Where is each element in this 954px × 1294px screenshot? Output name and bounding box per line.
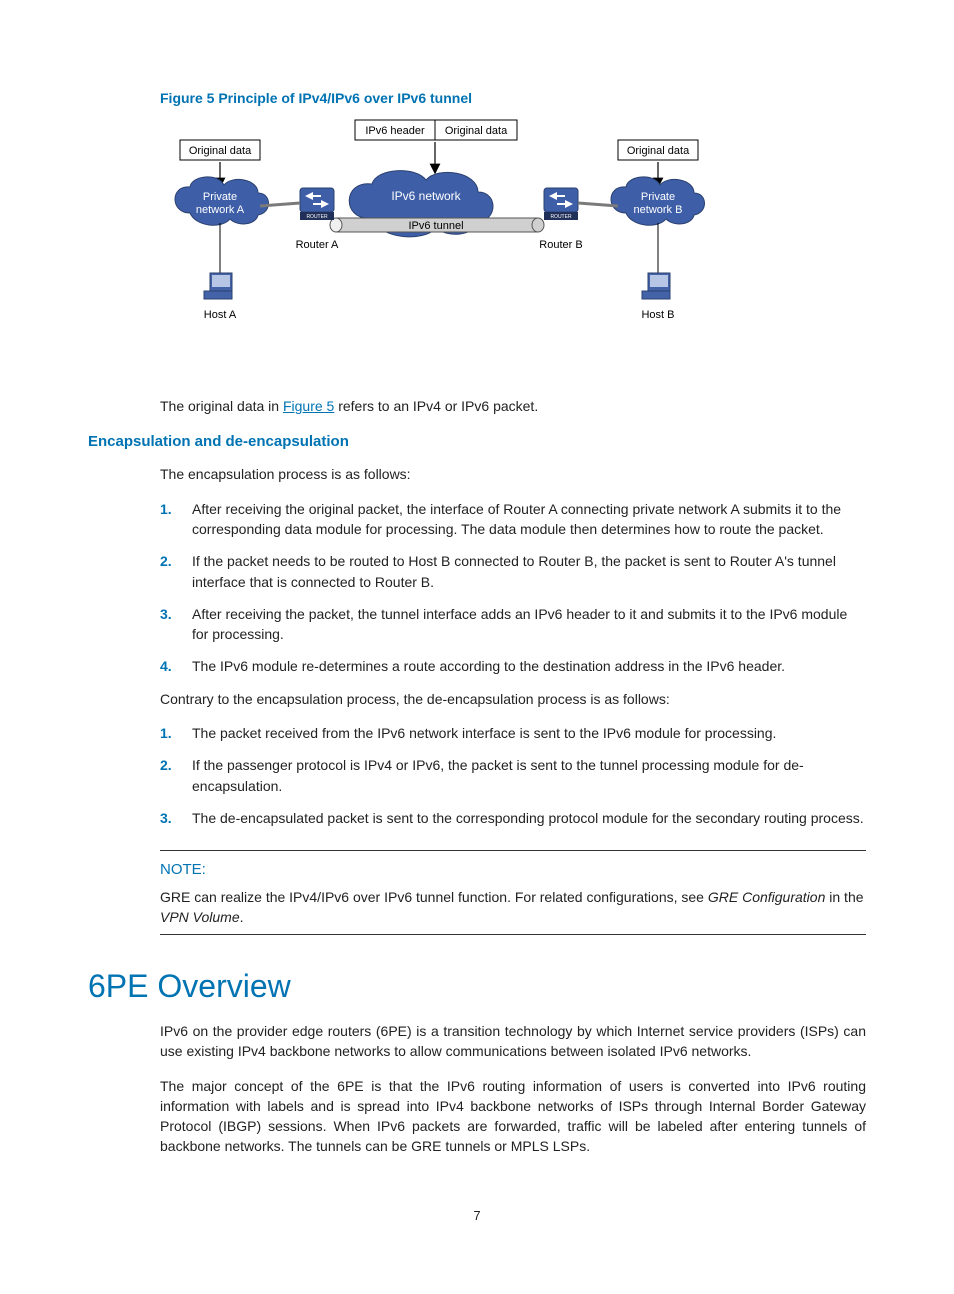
step-item: 2.If the packet needs to be routed to Ho…: [160, 551, 866, 592]
note-label: NOTE:: [160, 859, 866, 881]
figure-caption: Figure 5 Principle of IPv4/IPv6 over IPv…: [160, 88, 866, 108]
encap-intro: The encapsulation process is as follows:: [160, 464, 866, 484]
note-italic-2: VPN Volume: [160, 909, 240, 925]
svg-text:ROUTER: ROUTER: [550, 214, 572, 220]
note-text-after: .: [240, 909, 244, 925]
para-1: IPv6 on the provider edge routers (6PE) …: [160, 1021, 866, 1062]
svg-text:Router A: Router A: [296, 239, 339, 251]
svg-text:Original data: Original data: [189, 145, 252, 157]
step-item: 3.The de-encapsulated packet is sent to …: [160, 808, 866, 828]
note-text-before: GRE can realize the IPv4/IPv6 over IPv6 …: [160, 889, 708, 905]
note-text-mid: in the: [825, 889, 863, 905]
diagram-svg: Original data IPv6 header Original data …: [160, 118, 720, 368]
svg-text:network A: network A: [196, 204, 245, 216]
decap-intro: Contrary to the encapsulation process, t…: [160, 689, 866, 709]
step-number: 3.: [160, 604, 192, 645]
note-rule-top: [160, 850, 866, 851]
note-body: GRE can realize the IPv4/IPv6 over IPv6 …: [160, 887, 866, 928]
figure-link[interactable]: Figure 5: [283, 398, 334, 414]
step-text: The de-encapsulated packet is sent to th…: [192, 808, 866, 828]
svg-text:IPv6 tunnel: IPv6 tunnel: [408, 220, 463, 232]
step-number: 2.: [160, 551, 192, 592]
svg-text:IPv6 network: IPv6 network: [391, 189, 461, 203]
step-number: 2.: [160, 755, 192, 796]
encap-steps-list: 1.After receiving the original packet, t…: [160, 499, 866, 677]
step-item: 1.The packet received from the IPv6 netw…: [160, 723, 866, 743]
step-item: 4.The IPv6 module re-determines a route …: [160, 656, 866, 676]
step-number: 1.: [160, 723, 192, 743]
figure-intro: The original data in Figure 5 refers to …: [160, 396, 866, 416]
step-item: 2.If the passenger protocol is IPv4 or I…: [160, 755, 866, 796]
section-title: 6PE Overview: [88, 963, 866, 1009]
step-item: 3.After receiving the packet, the tunnel…: [160, 604, 866, 645]
figure-diagram: Original data IPv6 header Original data …: [160, 118, 866, 368]
svg-text:Private: Private: [641, 191, 675, 203]
step-text: The packet received from the IPv6 networ…: [192, 723, 866, 743]
step-text: After receiving the original packet, the…: [192, 499, 866, 540]
svg-text:Host A: Host A: [204, 309, 237, 321]
note-rule-bottom: [160, 934, 866, 935]
para-2: The major concept of the 6PE is that the…: [160, 1076, 866, 1157]
intro-before: The original data in: [160, 398, 283, 414]
step-number: 1.: [160, 499, 192, 540]
svg-text:Original data: Original data: [627, 145, 690, 157]
step-text: If the passenger protocol is IPv4 or IPv…: [192, 755, 866, 796]
svg-text:Private: Private: [203, 191, 237, 203]
step-text: The IPv6 module re-determines a route ac…: [192, 656, 866, 676]
svg-text:Original data: Original data: [445, 125, 508, 137]
decap-steps-list: 1.The packet received from the IPv6 netw…: [160, 723, 866, 828]
page-number: 7: [88, 1207, 866, 1226]
svg-text:ROUTER: ROUTER: [306, 214, 328, 220]
svg-text:IPv6 header: IPv6 header: [365, 125, 425, 137]
note-italic-1: GRE Configuration: [708, 889, 826, 905]
svg-text:Host B: Host B: [641, 309, 674, 321]
step-item: 1.After receiving the original packet, t…: [160, 499, 866, 540]
svg-text:network B: network B: [634, 204, 683, 216]
step-text: If the packet needs to be routed to Host…: [192, 551, 866, 592]
step-number: 3.: [160, 808, 192, 828]
svg-text:Router B: Router B: [539, 239, 582, 251]
step-text: After receiving the packet, the tunnel i…: [192, 604, 866, 645]
step-number: 4.: [160, 656, 192, 676]
intro-after: refers to an IPv4 or IPv6 packet.: [334, 398, 538, 414]
encapsulation-heading: Encapsulation and de-encapsulation: [88, 431, 866, 453]
